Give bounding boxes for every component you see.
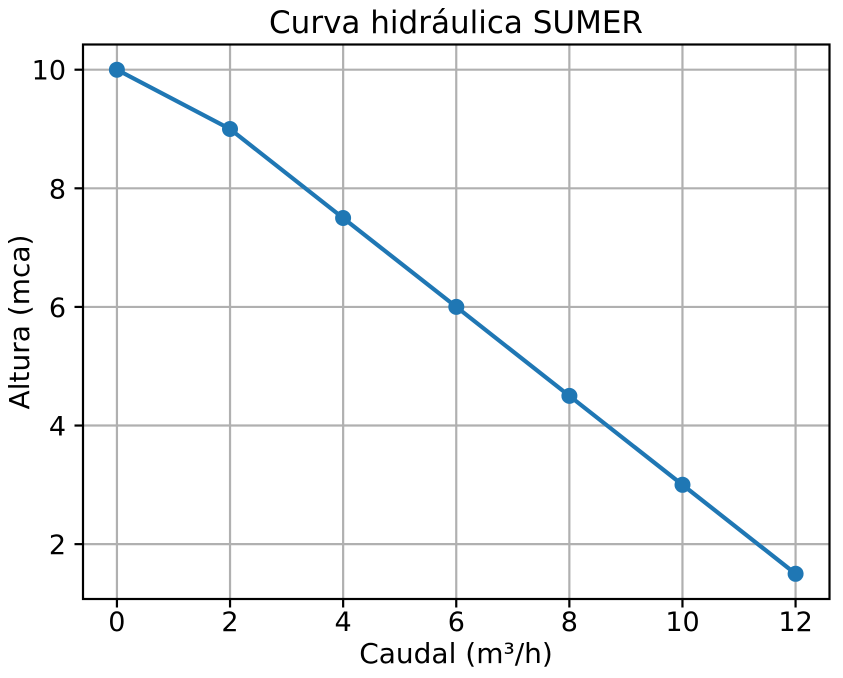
- data-point: [787, 565, 804, 582]
- y-tick-label: 10: [32, 56, 66, 87]
- data-point: [561, 387, 578, 404]
- grid: [83, 44, 830, 599]
- y-axis-label: Altura (mca): [3, 235, 36, 410]
- x-axis-label: Caudal (m³/h): [359, 637, 553, 670]
- x-tick-label: 2: [221, 607, 238, 638]
- data-series: [108, 61, 804, 582]
- data-point: [335, 210, 352, 226]
- data-point: [222, 121, 238, 137]
- x-tick-label: 6: [448, 607, 465, 638]
- y-tick-label: 2: [49, 530, 66, 561]
- y-tick-label: 6: [49, 293, 66, 324]
- x-tick-label: 0: [108, 607, 125, 638]
- x-tick-label: 8: [561, 607, 578, 638]
- data-point: [674, 476, 691, 493]
- data-point: [108, 61, 125, 78]
- x-tick-label: 12: [778, 607, 812, 638]
- y-tick-label: 8: [49, 174, 66, 205]
- x-tick-label: 10: [665, 607, 699, 638]
- data-point: [448, 298, 465, 315]
- x-tick-label: 4: [335, 607, 352, 638]
- y-tick-label: 4: [49, 412, 66, 443]
- chart-title: Curva hidráulica SUMER: [269, 5, 643, 41]
- axes: 0 2 4 6 8 10 12 2 4 6 8 10: [32, 43, 831, 638]
